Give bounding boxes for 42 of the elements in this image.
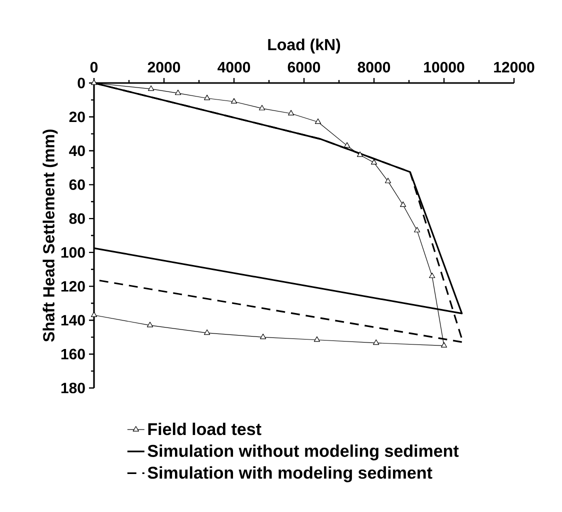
x-tick-label: 2000 [148,62,180,72]
point [373,339,380,345]
point [204,94,210,100]
legend-label: Field load test [148,422,262,436]
y-tick-label: 120 [61,281,85,292]
y-tick-label: 160 [61,348,85,360]
y-axis-title: Shaft Head Settlement (mm) [42,130,58,342]
point [356,152,364,157]
point [400,202,406,207]
point [174,90,182,96]
point [230,98,238,104]
point [440,342,448,348]
point [429,272,436,278]
point [414,226,420,232]
y-tick-label: 0 [78,78,85,88]
x-tick-label: 12000 [494,62,534,72]
point [204,329,210,335]
y-tick-label: 80 [69,213,85,224]
y-tick-label: 40 [69,145,85,156]
point [314,336,320,342]
x-tick-label: 0 [90,62,98,72]
x-tick-label: 6000 [288,62,320,72]
legend-label: Simulation with modeling sediment [148,466,432,482]
point [344,142,350,148]
y-tick-label: 60 [69,179,85,190]
point [314,118,322,124]
x-axis-title: Load (kN) [268,38,340,54]
point [260,334,266,340]
x-tick-label: 4000 [218,62,250,72]
y-tick-label: 100 [61,247,85,258]
legend-label: Simulation without modeling sediment [148,444,459,460]
x-tick-label: 10000 [424,62,464,72]
point [370,159,378,165]
point [258,104,266,110]
point [146,322,154,328]
point [288,110,294,116]
point [384,178,392,184]
y-tick-label: 140 [61,314,85,326]
y-tick-label: 20 [69,112,85,122]
y-tick-label: 180 [61,382,85,394]
point [148,85,154,91]
x-tick-label: 8000 [358,62,390,72]
